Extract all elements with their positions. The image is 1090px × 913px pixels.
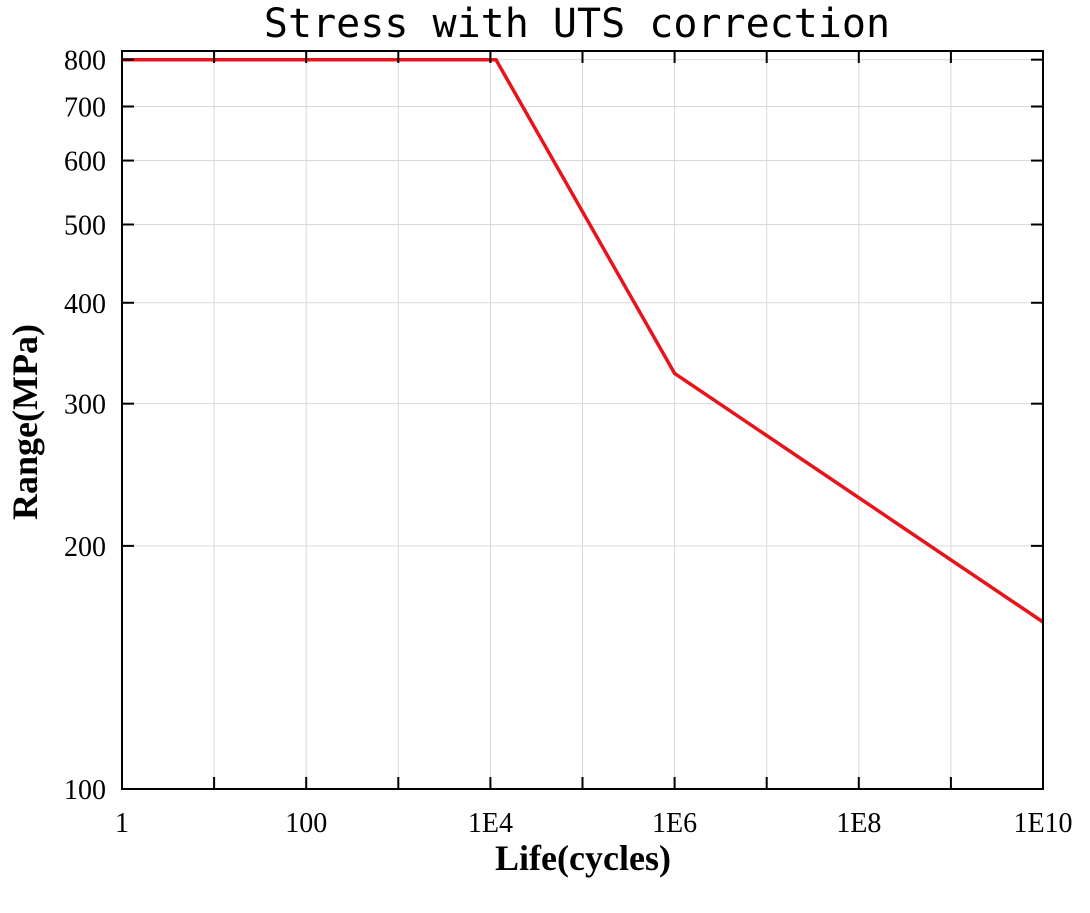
- axis-ticks: [121, 51, 1044, 790]
- chart-title: Stress with UTS correction: [264, 1, 890, 47]
- x-axis-tick-labels: 1 100 1E4 1E6 1E8 1E10: [115, 808, 1073, 839]
- y-tick-label: 800: [64, 46, 106, 77]
- x-tick-label: 1E4: [468, 808, 513, 839]
- y-tick-label: 400: [64, 289, 106, 320]
- y-axis-tick-labels: 100 200 300 400 500 600 700 800: [64, 46, 106, 806]
- y-tick-label: 500: [64, 211, 106, 242]
- y-tick-label: 100: [64, 775, 106, 806]
- x-tick-label: 1: [115, 808, 129, 839]
- series-line: [122, 57, 1044, 624]
- x-axis-label: Life(cycles): [495, 838, 671, 878]
- x-tick-label: 1E10: [1013, 808, 1072, 839]
- y-tick-label: 300: [64, 390, 106, 421]
- x-tick-label: 1E8: [836, 808, 881, 839]
- y-axis-label: Range(MPa): [5, 324, 45, 520]
- series-layer: [122, 57, 1044, 624]
- x-tick-label: 1E6: [652, 808, 697, 839]
- y-tick-label: 200: [64, 532, 106, 563]
- y-tick-label: 600: [64, 147, 106, 178]
- y-tick-label: 700: [64, 92, 106, 123]
- x-tick-label: 100: [285, 808, 327, 839]
- grid: [121, 51, 1044, 790]
